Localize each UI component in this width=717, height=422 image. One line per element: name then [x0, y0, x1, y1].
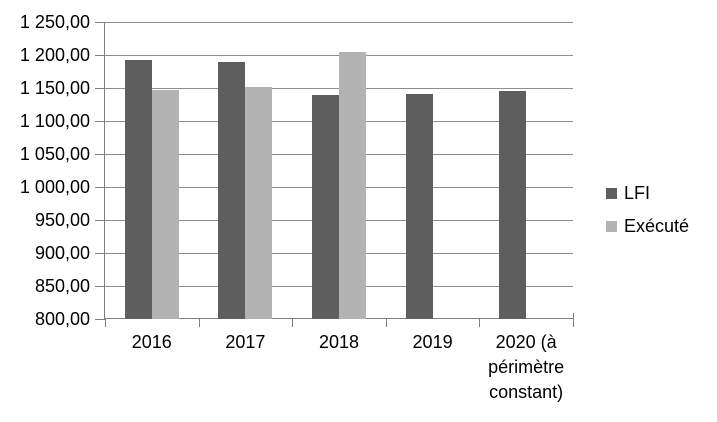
- gridline: [105, 22, 573, 23]
- y-tick: [95, 55, 105, 56]
- x-tick: [385, 319, 387, 327]
- x-axis-label: 2016: [131, 332, 172, 352]
- bar-exécuté-2017: [245, 87, 273, 319]
- legend-swatch-lfi-icon: [606, 187, 617, 199]
- y-tick-label: 1 200,00: [19, 45, 90, 65]
- y-tick: [95, 253, 105, 254]
- x-axis-label: 2018: [318, 332, 359, 352]
- legend-label-lfi: LFI: [624, 182, 651, 203]
- y-tick: [95, 22, 105, 23]
- y-tick-label: 1 150,00: [19, 78, 90, 98]
- y-tick: [95, 88, 105, 89]
- x-tick: [479, 319, 481, 327]
- y-tick-label: 1 050,00: [19, 144, 90, 164]
- bar-exécuté-2016: [151, 89, 179, 319]
- y-tick: [95, 286, 105, 287]
- x-axis-labels: 2016 2017 2018 2019 2020 (à périmètre consta…: [105, 330, 573, 405]
- legend-item-execute: Exécuté: [606, 216, 689, 236]
- y-tick-label: 1 250,00: [19, 12, 90, 32]
- bar-lfi-2017: [218, 61, 246, 319]
- x-tick: [292, 319, 294, 327]
- y-tick-label: 1 100,00: [19, 111, 90, 131]
- y-tick-label: 950,00: [34, 210, 90, 230]
- bar-lfi-2018: [312, 95, 339, 319]
- y-tick: [95, 187, 105, 188]
- bar-lfi-2019: [405, 93, 433, 319]
- x-axis-label: 2020 (à périmètre constant): [488, 332, 565, 402]
- legend: LFI Exécuté: [606, 183, 689, 249]
- x-tick: [198, 319, 200, 327]
- bar-lfi-2020: [499, 90, 527, 319]
- y-tick: [95, 121, 105, 122]
- y-tick-label: 900,00: [34, 243, 90, 263]
- y-tick: [95, 154, 105, 155]
- bar-lfi-2016: [124, 60, 152, 319]
- x-tick: [573, 319, 574, 327]
- x-axis-label: 2017: [225, 332, 266, 352]
- y-tick-label: 850,00: [34, 276, 90, 296]
- y-tick: [95, 319, 105, 320]
- legend-item-lfi: LFI: [606, 183, 689, 203]
- legend-swatch-execute-icon: [606, 220, 617, 232]
- y-tick-label: 800,00: [34, 309, 90, 329]
- x-tick: [105, 319, 106, 327]
- legend-label-execute: Exécuté: [624, 215, 690, 236]
- plot-area: [105, 22, 573, 319]
- x-axis-label: 2019: [412, 332, 453, 352]
- x-axis-end-tick: [573, 313, 574, 319]
- bar-exécuté-2018: [339, 51, 366, 319]
- y-axis: [104, 22, 105, 319]
- y-tick: [95, 220, 105, 221]
- y-tick-label: 1 000,00: [19, 177, 90, 197]
